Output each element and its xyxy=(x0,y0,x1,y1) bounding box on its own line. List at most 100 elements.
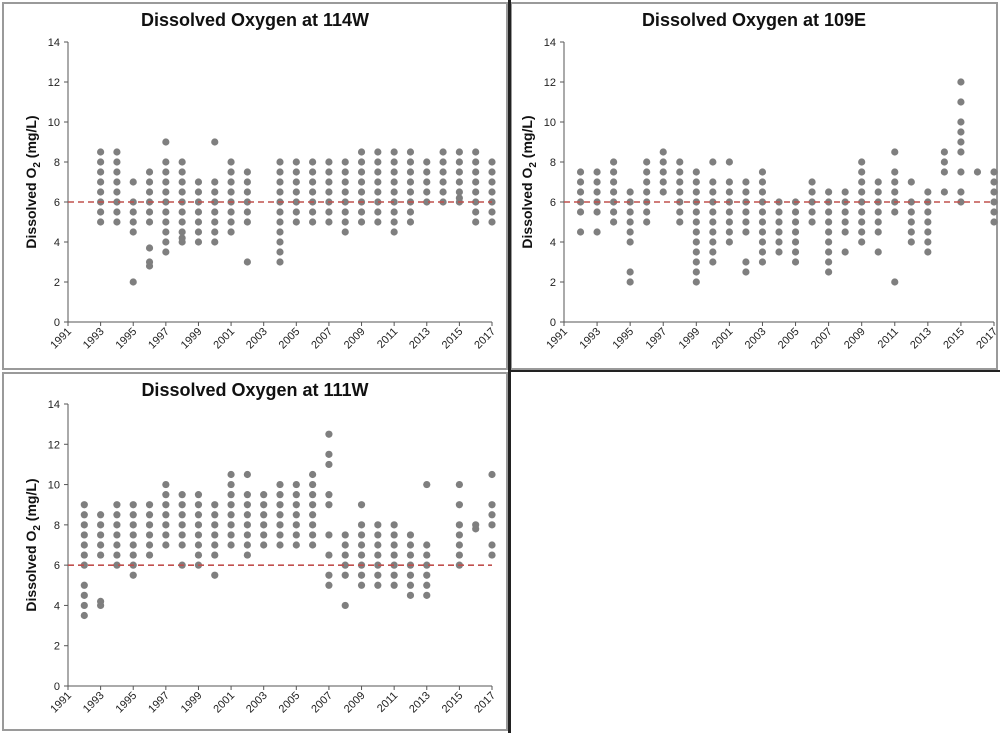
data-point xyxy=(374,158,382,166)
y-axis-label: Dissolved O2 (mg/L) xyxy=(23,478,43,611)
data-point xyxy=(162,178,170,186)
data-point xyxy=(692,178,700,186)
data-point xyxy=(576,228,585,236)
data-point xyxy=(825,218,833,226)
y-tick-label: 0 xyxy=(54,681,60,693)
data-point xyxy=(775,238,783,246)
data-point xyxy=(97,148,105,156)
data-point xyxy=(276,158,284,166)
data-point xyxy=(113,521,121,529)
data-point xyxy=(423,551,431,559)
data-point xyxy=(276,501,284,509)
data-point xyxy=(891,168,899,176)
data-point xyxy=(626,208,634,216)
data-point xyxy=(243,541,251,549)
data-point xyxy=(709,248,717,256)
x-tick-label: 1993 xyxy=(577,326,603,352)
data-point xyxy=(808,198,816,206)
y-tick-label: 4 xyxy=(54,600,60,612)
x-tick-label: 2013 xyxy=(407,690,433,716)
data-point xyxy=(178,158,186,166)
data-point xyxy=(309,491,317,499)
data-point xyxy=(309,501,317,509)
data-point xyxy=(406,591,415,599)
data-point xyxy=(113,188,121,196)
data-point xyxy=(80,591,88,599)
data-point xyxy=(276,238,284,246)
x-tick-label: 2013 xyxy=(908,326,934,352)
data-point xyxy=(243,208,251,216)
data-point xyxy=(292,158,300,166)
data-point xyxy=(113,551,121,559)
x-tick-label: 2017 xyxy=(472,326,498,352)
data-point xyxy=(276,168,284,176)
data-point xyxy=(80,601,88,610)
y-tick-label: 2 xyxy=(54,277,60,289)
data-point xyxy=(841,208,849,216)
y-tick-label: 4 xyxy=(54,237,60,249)
data-point xyxy=(593,228,601,236)
x-tick-label: 2003 xyxy=(244,326,270,352)
data-point xyxy=(423,581,431,589)
chart-title: Dissolved Oxygen at 111W xyxy=(141,380,369,400)
data-point xyxy=(97,511,105,519)
data-point xyxy=(791,218,800,226)
x-tick-label: 2013 xyxy=(407,326,433,352)
data-point xyxy=(227,541,235,549)
data-point xyxy=(292,480,300,489)
data-point xyxy=(145,218,154,226)
data-point xyxy=(825,248,833,256)
data-point xyxy=(626,198,634,206)
x-tick-label: 1999 xyxy=(179,326,205,352)
data-point xyxy=(162,501,170,509)
data-point xyxy=(858,198,866,206)
data-point xyxy=(626,278,634,286)
data-point xyxy=(374,541,382,549)
data-point xyxy=(227,521,235,529)
data-point xyxy=(162,491,170,499)
data-point xyxy=(907,198,915,206)
data-point xyxy=(390,521,398,529)
data-point xyxy=(309,480,317,489)
data-point xyxy=(742,258,750,266)
data-point xyxy=(129,571,137,579)
data-point xyxy=(725,238,733,246)
data-point xyxy=(858,168,866,176)
data-point xyxy=(643,208,651,216)
data-point xyxy=(576,168,585,176)
data-point xyxy=(692,168,700,176)
data-point xyxy=(80,551,88,559)
data-point xyxy=(227,168,235,176)
data-point xyxy=(858,158,866,166)
data-point xyxy=(194,491,203,499)
data-point xyxy=(990,168,998,176)
data-point xyxy=(725,228,733,236)
data-point xyxy=(129,218,137,226)
data-point xyxy=(455,188,463,196)
data-point xyxy=(858,218,866,226)
data-point xyxy=(676,158,684,166)
data-point xyxy=(676,178,684,186)
data-point xyxy=(341,188,349,196)
data-point xyxy=(957,118,965,126)
data-point xyxy=(610,218,618,226)
data-point xyxy=(576,188,585,196)
data-point xyxy=(341,198,349,206)
y-tick-label: 2 xyxy=(550,277,556,289)
data-point xyxy=(162,188,170,196)
data-point xyxy=(129,278,137,286)
data-point xyxy=(808,178,816,186)
data-point xyxy=(924,228,932,236)
data-point xyxy=(178,531,186,539)
data-point xyxy=(791,238,800,246)
data-point xyxy=(178,188,186,196)
data-point xyxy=(610,178,618,186)
data-point xyxy=(659,168,667,176)
data-point xyxy=(406,581,415,589)
data-point xyxy=(178,491,186,499)
data-point xyxy=(243,168,251,176)
data-point xyxy=(292,521,300,529)
data-point xyxy=(276,480,284,489)
data-point xyxy=(129,551,137,559)
chart-panel-114w: Dissolved Oxygen at 114W 0 2 4 6 8 10 12 14 1991… xyxy=(2,2,508,370)
